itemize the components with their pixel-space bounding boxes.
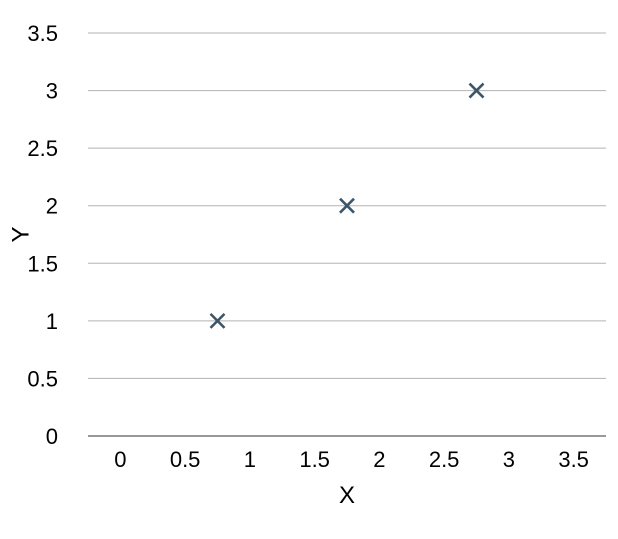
x-tick-label: 1 (244, 447, 256, 472)
data-points (209, 82, 485, 329)
data-point (468, 82, 485, 99)
grid-lines (88, 32, 606, 437)
x-tick-label: 2.5 (429, 447, 460, 472)
y-tick-label: 0 (46, 424, 58, 449)
y-tick-label: 2.5 (27, 136, 58, 161)
x-tick-label: 1.5 (299, 447, 330, 472)
x-axis-ticks: 0 0.5 1 1.5 2 2.5 3 3.5 (114, 447, 589, 472)
x-tick-label: 0.5 (170, 447, 201, 472)
y-tick-label: 2 (46, 194, 58, 219)
y-tick-label: 1 (46, 309, 58, 334)
x-tick-label: 3.5 (558, 447, 589, 472)
y-tick-label: 3 (46, 79, 58, 104)
y-tick-label: 1.5 (27, 251, 58, 276)
data-point (209, 312, 226, 329)
x-axis-title: X (339, 482, 355, 509)
x-tick-label: 0 (114, 447, 126, 472)
x-tick-label: 3 (503, 447, 515, 472)
y-tick-label: 3.5 (27, 21, 58, 46)
data-point (339, 197, 355, 214)
y-axis-title: Y (7, 226, 34, 242)
y-tick-label: 0.5 (27, 366, 58, 391)
x-tick-label: 2 (373, 447, 385, 472)
y-axis-ticks: 0 0.5 1 1.5 2 2.5 3 3.5 (27, 21, 58, 449)
